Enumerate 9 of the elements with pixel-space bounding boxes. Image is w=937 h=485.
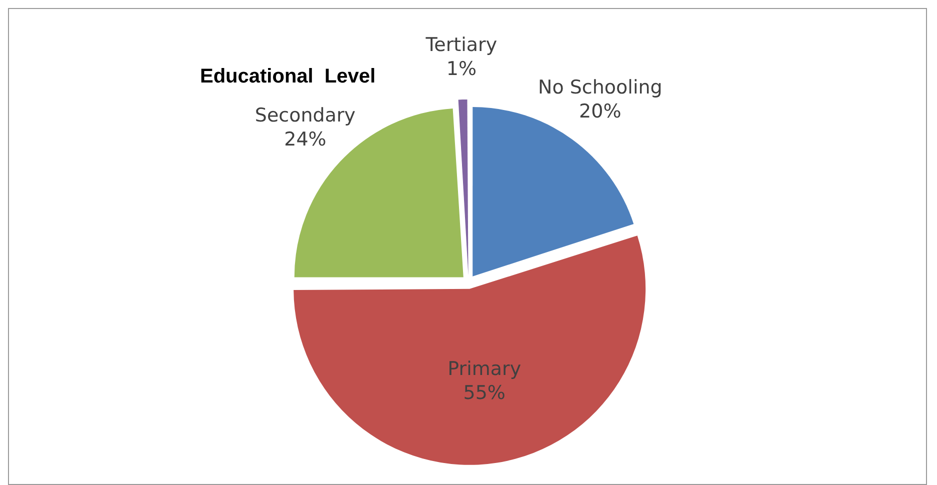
slice-label: Tertiary [424, 34, 498, 56]
data-label: 55% [463, 382, 506, 404]
data-label: 1% [446, 58, 477, 80]
data-label: 20% [579, 100, 622, 123]
data-label: 24% [284, 128, 326, 151]
slice-label: Secondary [254, 104, 356, 127]
slice-label: Primary [448, 358, 522, 380]
slice-label: No Schooling [538, 76, 662, 99]
text: Educational Level [200, 66, 376, 88]
